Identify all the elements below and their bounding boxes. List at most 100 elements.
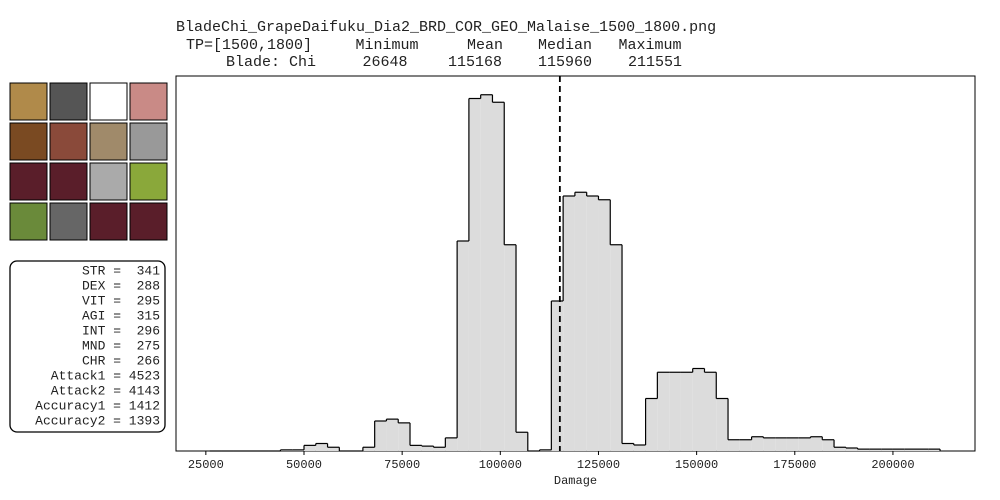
histogram-bar (728, 439, 740, 451)
stats-value: 26648 (362, 54, 407, 71)
histogram-bar (516, 432, 528, 451)
x-tick-label: 150000 (675, 458, 718, 472)
equipment-icon (129, 82, 168, 121)
attribute-line: Attack2 = 4143 (51, 383, 160, 398)
histogram-bar (680, 372, 693, 451)
histogram-bar (492, 102, 505, 451)
histogram-bar (574, 192, 587, 451)
attribute-line: VIT = 295 (82, 293, 160, 308)
histogram-bar (692, 368, 705, 451)
histogram-bar (362, 447, 375, 451)
histogram-bar (586, 196, 599, 451)
equipment-grid (9, 82, 168, 241)
equipment-icon (89, 122, 128, 161)
attribute-line: Accuracy1 = 1412 (35, 398, 160, 413)
histogram-bar (916, 449, 929, 451)
histogram-bar (822, 439, 835, 451)
histogram-bar (327, 447, 340, 451)
histogram-bar (633, 445, 646, 451)
histogram-bar (739, 439, 752, 451)
x-tick-label: 75000 (384, 458, 420, 472)
attribute-line: AGI = 315 (82, 308, 160, 323)
histogram-bar (598, 199, 611, 451)
histogram-bar (834, 447, 846, 451)
histogram-bar (386, 419, 399, 451)
stats-header: Median (538, 37, 592, 54)
x-tick-label: 200000 (871, 458, 914, 472)
histogram-bar (504, 244, 517, 451)
histogram-bar (857, 449, 870, 451)
stats-value: 115168 (448, 54, 502, 71)
equipment-icon (129, 122, 168, 161)
attribute-box (9, 260, 166, 433)
stats-header: Mean (467, 37, 503, 54)
equipment-icon (9, 202, 48, 241)
histogram-bar (704, 372, 717, 451)
stats-header: Minimum (355, 37, 418, 54)
histogram-bar (374, 421, 387, 451)
histogram-bar (904, 449, 917, 451)
histogram-bar (669, 372, 681, 451)
histogram-bar (810, 436, 823, 451)
attribute-line: STR = 341 (82, 263, 160, 278)
equipment-icon (9, 122, 48, 161)
stats-header: Maximum (618, 37, 681, 54)
histogram-bar (445, 437, 458, 451)
x-tick-label: 175000 (773, 458, 816, 472)
equipment-icon (49, 202, 88, 241)
stats-row-label: TP=[1500,1800] (186, 37, 312, 54)
equipment-icon (49, 82, 88, 121)
equipment-icon (49, 162, 88, 201)
attribute-line: MND = 275 (82, 338, 160, 353)
histogram-bar (645, 398, 658, 451)
histogram-bar (610, 244, 623, 451)
equipment-icon (89, 162, 128, 201)
attribute-line: DEX = 288 (82, 278, 160, 293)
histogram-bar (881, 449, 893, 451)
histogram-bar (657, 372, 670, 451)
attribute-line: CHR = 266 (82, 353, 160, 368)
histogram-bar (468, 98, 481, 451)
histogram-bar (421, 446, 434, 451)
histogram-bar (798, 437, 811, 451)
equipment-icon (89, 202, 128, 241)
histogram-bar (869, 449, 882, 451)
histogram-bar (892, 449, 905, 451)
histogram-bar (433, 447, 446, 451)
x-tick-label: 125000 (577, 458, 620, 472)
x-axis-label: Damage (554, 474, 597, 488)
equipment-icon (129, 162, 168, 201)
x-tick-label: 100000 (479, 458, 522, 472)
equipment-icon (9, 162, 48, 201)
equipment-icon (9, 82, 48, 121)
histogram-bar (775, 437, 787, 451)
histogram-bar (457, 241, 469, 451)
histogram-bar (716, 398, 729, 451)
histogram-bar (786, 437, 799, 451)
histogram-bar (398, 422, 411, 451)
histogram-bar (303, 445, 316, 451)
equipment-icon (89, 82, 128, 121)
histogram-bar (751, 436, 764, 451)
equipment-icon (129, 202, 168, 241)
stats-value: 211551 (628, 54, 682, 71)
histogram-bar (928, 449, 941, 451)
equipment-icon (49, 122, 88, 161)
histogram-bar (480, 94, 493, 451)
chart-title: BladeChi_GrapeDaifuku_Dia2_BRD_COR_GEO_M… (176, 19, 716, 36)
histogram-bar (763, 437, 776, 451)
attribute-line: Attack1 = 4523 (51, 368, 160, 383)
x-tick-label: 25000 (188, 458, 224, 472)
attribute-line: Accuracy2 = 1393 (35, 413, 160, 428)
histogram-bar (563, 196, 575, 451)
x-tick-label: 50000 (286, 458, 322, 472)
histogram-bar (315, 443, 328, 451)
stats-value: 115960 (538, 54, 592, 71)
histogram-bar (845, 448, 858, 451)
stats-row-label: Blade: Chi (226, 54, 316, 71)
attribute-line: INT = 296 (82, 323, 160, 338)
histogram-bar (622, 443, 634, 451)
histogram-bar (551, 301, 564, 451)
histogram-bar (410, 445, 422, 451)
